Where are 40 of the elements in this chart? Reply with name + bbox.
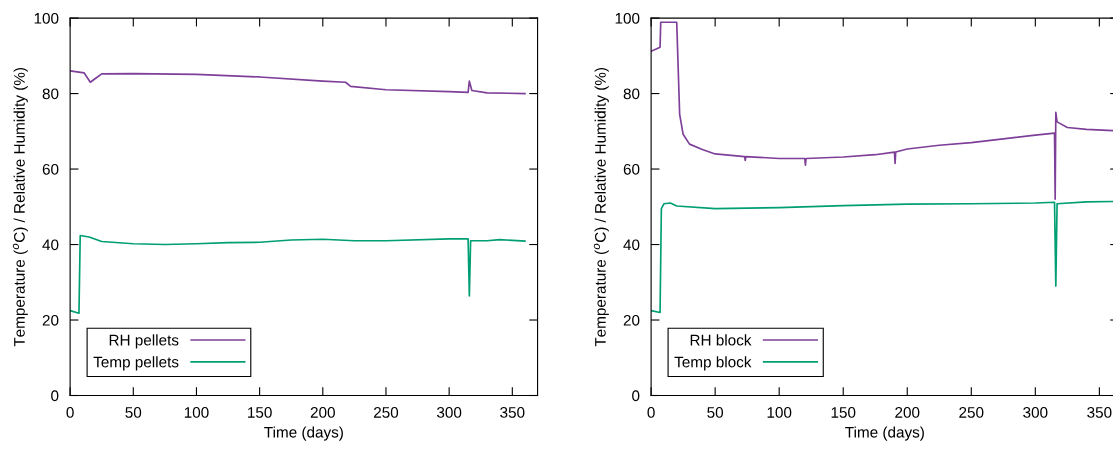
line-series: [70, 70, 526, 95]
legend-label: Temp pellets: [93, 356, 179, 371]
line-series: [651, 21, 1113, 201]
y-tick-label: 20: [42, 314, 59, 326]
x-tick-label: 200: [310, 407, 335, 418]
legend-label: RH block: [690, 334, 752, 346]
line-series: [70, 234, 526, 315]
x-tick-label: 300: [1023, 407, 1048, 418]
y-tick-label: 60: [623, 163, 640, 175]
y-tick-label: 100: [34, 12, 59, 24]
x-tick-label: 100: [767, 407, 792, 418]
legend-label: Temp block: [674, 356, 752, 371]
x-tick-label: 100: [184, 407, 209, 418]
legend-label: RH pellets: [109, 334, 179, 349]
y-tick-label: 40: [623, 239, 640, 251]
y-tick-label: 60: [42, 163, 59, 175]
y-tick-label: 0: [51, 390, 59, 402]
x-tick-label: 350: [1087, 407, 1112, 418]
y-axis-title: Temperature ($^{o}$C) / Relative Humidity (%): [593, 67, 609, 347]
x-tick-label: 0: [647, 407, 655, 418]
y-axis-title: Temperature ($^{o}$C) / Relative Humidity (%): [12, 67, 28, 347]
y-tick-label: 100: [615, 12, 640, 24]
x-tick-label: 250: [959, 407, 984, 418]
y-tick-label: 80: [623, 88, 640, 100]
line-series: [651, 200, 1113, 314]
x-tick-label: 350: [500, 407, 525, 418]
y-tick-label: 20: [623, 314, 640, 326]
x-tick-label: 150: [248, 407, 272, 418]
y-tick-label: 80: [42, 88, 59, 100]
x-axis-title: Time (days): [264, 426, 343, 441]
x-tick-label: 150: [831, 407, 856, 418]
y-tick-label: 40: [42, 239, 59, 251]
x-tick-label: 50: [125, 407, 142, 418]
x-tick-label: 250: [374, 407, 399, 418]
x-tick-label: 300: [436, 407, 462, 418]
x-tick-label: 0: [66, 407, 74, 418]
x-tick-label: 200: [895, 407, 920, 418]
x-axis-title: Time (days): [845, 426, 924, 441]
y-tick-label: 0: [632, 390, 640, 402]
x-tick-label: 50: [707, 407, 724, 418]
